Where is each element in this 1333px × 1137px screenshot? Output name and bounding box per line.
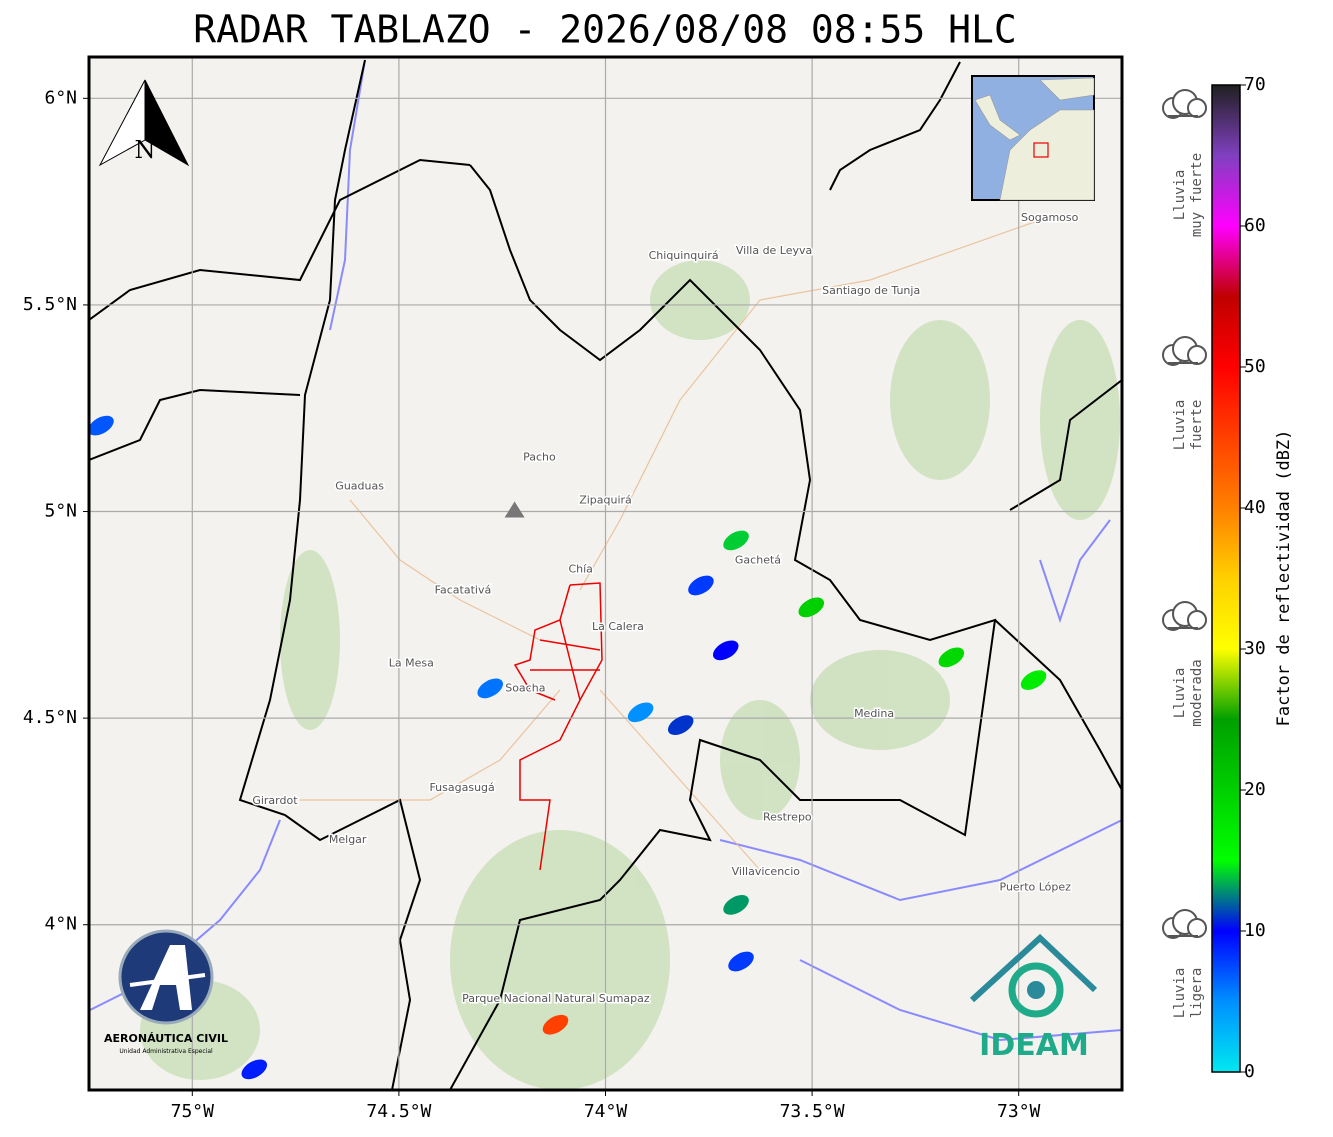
place-label: Zipaquirá — [579, 493, 632, 506]
rain-category-label: Lluvia — [1172, 668, 1188, 719]
y-tick-label: 4.5°N — [23, 707, 77, 728]
radar-echo — [477, 678, 503, 699]
place-label: La Calera — [592, 620, 644, 633]
colorbar-tick-label: 40 — [1244, 497, 1266, 518]
place-label: Villavicencio — [732, 865, 801, 878]
colorbar-tick-label: 70 — [1244, 74, 1266, 95]
place-label: La Mesa — [389, 657, 434, 670]
y-tick-label: 4°N — [44, 914, 77, 935]
rain-category-label: ligera — [1189, 968, 1205, 1019]
place-label: Guaduas — [335, 480, 384, 493]
place-label: Girardot — [252, 794, 298, 807]
y-tick-label: 5°N — [44, 501, 77, 522]
place-label: Pacho — [523, 450, 556, 463]
place-label: Chía — [568, 562, 592, 575]
cloud-puff — [1187, 918, 1207, 938]
y-tick-label: 5.5°N — [23, 294, 77, 315]
bogota-roads — [513, 582, 603, 871]
radar-echo — [688, 575, 714, 596]
map-area: Villavicencio Zipaquirá Facatativá Soacha Vi… — [89, 57, 1122, 1090]
place-label: Soacha — [505, 681, 545, 694]
radar-echo — [723, 530, 749, 551]
place-label: Chiquinquirá — [649, 249, 719, 262]
radar-echo — [728, 951, 754, 972]
place-label: Santiago de Tunja — [822, 284, 920, 297]
aerocivil-logo: AERONÁUTICA CIVIL Unidad Administrativa … — [104, 929, 228, 1055]
radar-echo — [1020, 670, 1047, 690]
cloud-puff — [1187, 98, 1207, 118]
rain-category-label: Lluvia — [1172, 170, 1188, 221]
radar-echo — [712, 640, 739, 661]
ideam-name: IDEAM — [979, 1028, 1089, 1063]
rain-category-label: Lluvia — [1172, 968, 1188, 1019]
x-tick-label: 75°W — [171, 1101, 215, 1122]
rain-category-label: Lluvia — [1172, 400, 1188, 451]
radar-site — [504, 501, 525, 518]
roads — [300, 219, 1041, 871]
place-label: Sogamoso — [1021, 211, 1079, 224]
colorbar-tick-label: 20 — [1244, 779, 1266, 800]
x-tick-label: 74°W — [584, 1101, 628, 1122]
radar-echo — [542, 1014, 569, 1035]
radar-echo — [241, 1059, 268, 1080]
aerocivil-subtitle: Unidad Administrativa Especial — [119, 1048, 213, 1055]
colorbar-label: Factor de reflectividad (dBZ) — [1274, 430, 1294, 727]
rain-category-label: fuerte — [1189, 400, 1205, 451]
rain-icon — [1162, 336, 1207, 366]
x-tick-label: 74.5°W — [366, 1101, 431, 1122]
echoes — [89, 415, 1047, 1080]
colorbar-tick-label: 10 — [1244, 920, 1266, 941]
radar-echo — [798, 597, 825, 618]
ideam-logo: IDEAM — [969, 933, 1098, 1063]
aerocivil-name: AERONÁUTICA CIVIL — [104, 1032, 228, 1045]
place-label: Gachetá — [735, 553, 781, 566]
grid — [89, 57, 1122, 1090]
place-label: Restrepo — [763, 810, 812, 823]
radar-echo — [627, 702, 654, 723]
borders — [89, 59, 1122, 1090]
colorbar — [1211, 84, 1241, 1073]
place-label: Melgar — [329, 833, 367, 846]
north-arrow: N — [98, 79, 190, 167]
radar-echo — [667, 715, 694, 735]
axis-ticks: 75°W 74.5°W 74°W 73.5°W 73°W 6°N 5.5°N 5°N 4.5°N… — [23, 87, 1041, 1122]
place-label: Fusagasugá — [429, 781, 494, 794]
colorbar-ticks: 0 10 20 30 40 50 60 70 — [1240, 74, 1266, 1082]
rain-category-label: muy fuerte — [1189, 153, 1205, 237]
rain-icon — [1162, 601, 1207, 631]
cloud-puff — [1187, 345, 1207, 365]
colorbar-tick-label: 50 — [1244, 356, 1266, 377]
colorbar-tick-label: 30 — [1244, 638, 1266, 659]
colorbar-tick-label: 0 — [1244, 1061, 1255, 1082]
rain-icon — [1162, 89, 1207, 119]
x-tick-label: 73°W — [997, 1101, 1041, 1122]
rain-icon — [1162, 909, 1207, 939]
places: Villavicencio Zipaquirá Facatativá Soacha Vi… — [251, 210, 1080, 1007]
radar-echo — [723, 895, 749, 915]
inset-map — [971, 75, 1095, 201]
place-label: Villa de Leyva — [736, 244, 812, 257]
colorbar-tick-label: 60 — [1244, 215, 1266, 236]
rain-category-label: moderada — [1189, 659, 1205, 726]
place-label: Facatativá — [435, 583, 492, 596]
title: RADAR TABLAZO - 2026/08/08 08:55 HLC — [193, 8, 1017, 52]
place-label: Medina — [854, 707, 894, 720]
place-label: Parque Nacional Natural Sumapaz — [462, 992, 650, 1005]
terrain — [140, 260, 1120, 1090]
cloud-puff — [1187, 610, 1207, 630]
north-label: N — [135, 136, 156, 164]
place-label: Puerto López — [1000, 881, 1072, 894]
y-tick-label: 6°N — [44, 87, 77, 108]
radar-echo — [938, 647, 965, 668]
radar-echo — [89, 415, 114, 436]
x-tick-label: 73.5°W — [780, 1101, 845, 1122]
